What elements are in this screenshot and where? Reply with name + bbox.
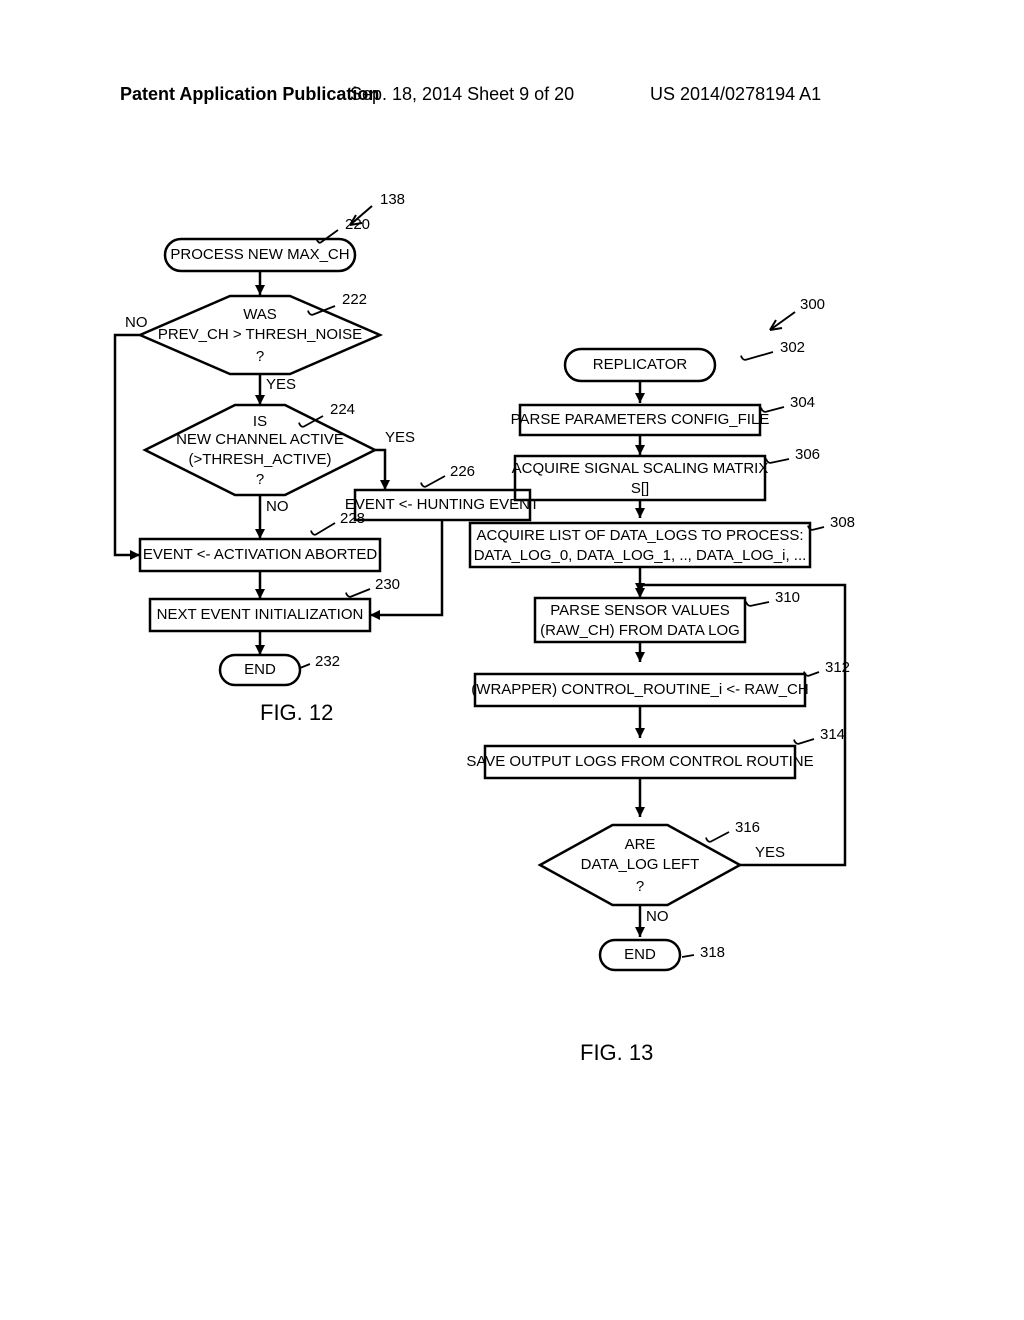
svg-text:SAVE OUTPUT LOGS FROM CONTROL: SAVE OUTPUT LOGS FROM CONTROL ROUTINE [466,753,813,770]
svg-text:138: 138 [380,191,405,208]
svg-text:END: END [244,661,276,678]
svg-text:318: 318 [700,944,725,961]
fig13-caption: FIG. 13 [580,1040,653,1066]
svg-text:PARSE SENSOR VALUES: PARSE SENSOR VALUES [550,602,730,619]
svg-text:226: 226 [450,463,475,480]
svg-text:(RAW_CH) FROM DATA LOG: (RAW_CH) FROM DATA LOG [540,622,740,639]
svg-text:230: 230 [375,576,400,593]
svg-text:EVENT <- ACTIVATION ABORTED: EVENT <- ACTIVATION ABORTED [143,546,378,563]
svg-text:224: 224 [330,401,355,418]
svg-text:232: 232 [315,653,340,670]
svg-text:YES: YES [755,844,785,861]
fig12-caption: FIG. 12 [260,700,333,726]
diagram-svg: 138 PROCESS NEW MAX_CH 220 WAS PREV_CH > THR… [0,0,1024,1320]
svg-text:PROCESS NEW MAX_CH: PROCESS NEW MAX_CH [170,246,349,263]
svg-text:YES: YES [385,429,415,446]
page-container: Patent Application Publication Sep. 18, … [0,0,1024,1320]
svg-text:ACQUIRE SIGNAL SCALING MATRIX: ACQUIRE SIGNAL SCALING MATRIX [512,460,769,477]
svg-text:IS: IS [253,413,267,430]
svg-text:PARSE PARAMETERS CONFIG_FILE: PARSE PARAMETERS CONFIG_FILE [511,411,770,428]
svg-text:S[]: S[] [631,480,649,497]
svg-text:ARE: ARE [625,836,656,853]
svg-text:314: 314 [820,726,845,743]
svg-text:308: 308 [830,514,855,531]
svg-text:WAS: WAS [243,306,277,323]
svg-text:DATA_LOG LEFT: DATA_LOG LEFT [581,856,700,873]
svg-text:NO: NO [125,314,148,331]
svg-text:PREV_CH > THRESH_NOISE: PREV_CH > THRESH_NOISE [158,326,362,343]
svg-text:NEXT EVENT INITIALIZATION: NEXT EVENT INITIALIZATION [157,606,364,623]
svg-text:NO: NO [266,498,289,515]
svg-text:302: 302 [780,339,805,356]
svg-text:NO: NO [646,908,669,925]
svg-text:300: 300 [800,296,825,313]
svg-text:220: 220 [345,216,370,233]
svg-text:END: END [624,946,656,963]
svg-text:228: 228 [340,510,365,527]
svg-text:310: 310 [775,589,800,606]
svg-text:304: 304 [790,394,815,411]
svg-text:?: ? [256,471,264,488]
svg-text:222: 222 [342,291,367,308]
svg-text:?: ? [256,348,264,365]
svg-text:306: 306 [795,446,820,463]
svg-text:?: ? [636,878,644,895]
svg-text:ACQUIRE LIST OF DATA_LOGS TO P: ACQUIRE LIST OF DATA_LOGS TO PROCESS: [476,527,803,544]
svg-text:(>THRESH_ACTIVE): (>THRESH_ACTIVE) [189,451,332,468]
svg-text:REPLICATOR: REPLICATOR [593,356,688,373]
svg-text:NEW CHANNEL ACTIVE: NEW CHANNEL ACTIVE [176,431,344,448]
svg-text:316: 316 [735,819,760,836]
svg-text:DATA_LOG_0, DATA_LOG_1, .., DA: DATA_LOG_0, DATA_LOG_1, .., DATA_LOG_i, … [474,547,807,564]
svg-text:(WRAPPER) CONTROL_ROUTINE_i <-: (WRAPPER) CONTROL_ROUTINE_i <- RAW_CH [471,681,808,698]
svg-text:312: 312 [825,659,850,676]
svg-text:YES: YES [266,376,296,393]
svg-text:EVENT <- HUNTING EVENT: EVENT <- HUNTING EVENT [345,496,539,513]
